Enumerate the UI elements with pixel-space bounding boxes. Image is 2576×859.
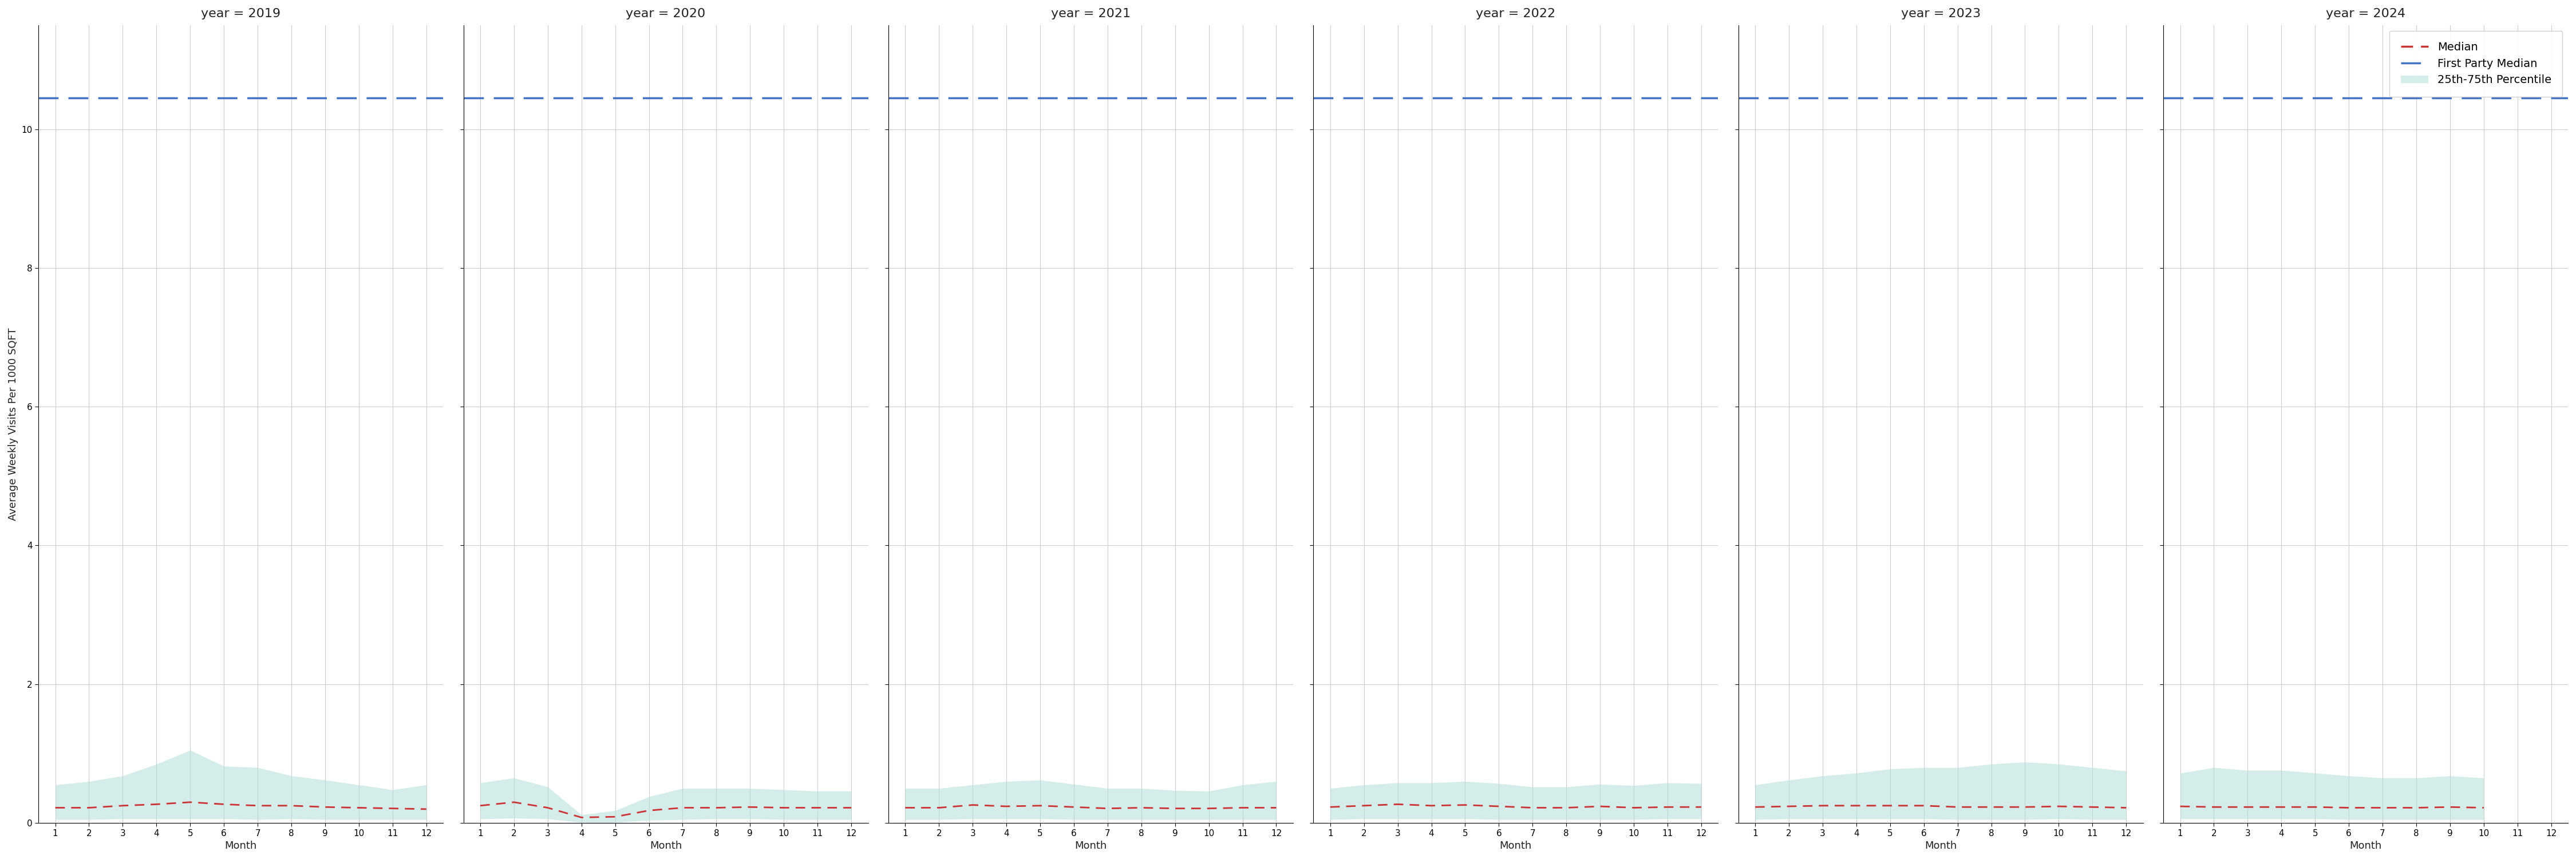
X-axis label: Month: Month [2349,841,2383,851]
Legend: Median, First Party Median, 25th-75th Percentile: Median, First Party Median, 25th-75th Pe… [2391,31,2563,97]
Title: year = 2019: year = 2019 [201,8,281,20]
X-axis label: Month: Month [1924,841,1958,851]
Title: year = 2020: year = 2020 [626,8,706,20]
X-axis label: Month: Month [1074,841,1108,851]
Title: year = 2022: year = 2022 [1476,8,1556,20]
Title: year = 2021: year = 2021 [1051,8,1131,20]
Title: year = 2024: year = 2024 [2326,8,2406,20]
X-axis label: Month: Month [224,841,258,851]
Title: year = 2023: year = 2023 [1901,8,1981,20]
Y-axis label: Average Weekly Visits Per 1000 SQFT: Average Weekly Visits Per 1000 SQFT [8,327,18,521]
X-axis label: Month: Month [1499,841,1533,851]
X-axis label: Month: Month [649,841,683,851]
